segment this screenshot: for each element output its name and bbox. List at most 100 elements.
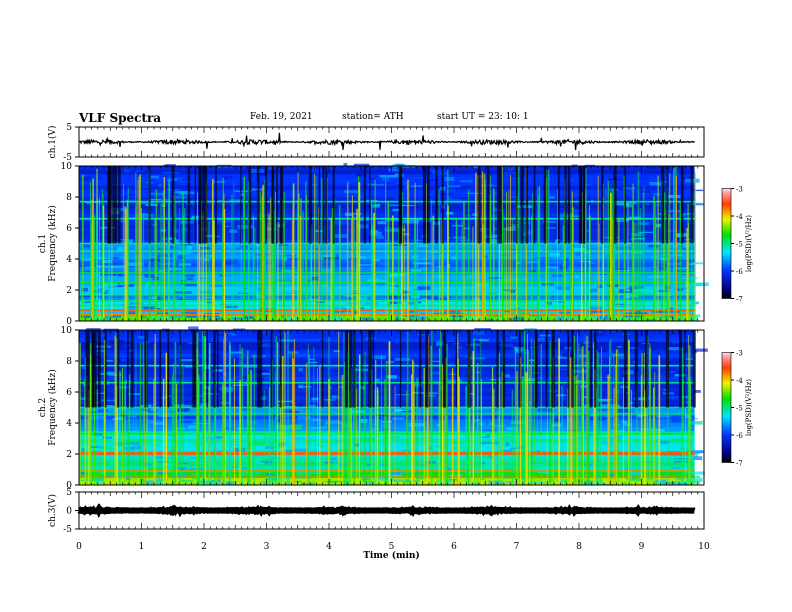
ch2-spectrogram-cell [237,427,254,430]
ch2-spectrogram-sferic [135,341,137,485]
ch1-spectrogram-cell [428,165,433,168]
ch2-spectrogram-gap [352,330,356,408]
ch1-spectrogram-gap [148,166,151,244]
ch2-spectrogram-sferic [223,385,225,485]
ch1-spectrogram-cell [625,198,643,203]
ch2-spectrogram-cell [241,466,248,470]
ch1-spectrogram-sferic [438,188,440,321]
ch2-spectrogram-cell [181,391,187,394]
ch2-spectrogram-sferic [480,338,482,485]
ch2-spectrogram-colorbar-tick-label: -3 [736,350,743,358]
ch1-spectrogram-cell [274,252,284,255]
ch1-spectrogram-sferic [350,219,353,321]
ch1-spectrogram-cell [484,294,493,297]
ch2-spectrogram-cell [161,397,168,399]
ch1-spectrogram-cell [311,184,318,186]
ch1-spectrogram-band [79,231,695,237]
ch2-spectrogram-cell [389,474,393,476]
ch2-spectrogram-cell [621,481,627,485]
ch2-spectrogram-sferic [465,386,467,485]
ch2-spectrogram-cell [536,438,553,442]
ch1-spectrogram-cell [527,260,540,264]
ch1-spectrogram-tone [79,304,695,307]
ch1-spectrogram-sferic [277,222,279,321]
ch2-spectrogram-sferic [549,341,551,485]
ch2-spectrogram-gap [349,330,353,408]
ch2-spectrogram-cell [128,416,137,418]
ch2-spectrogram-cell [105,385,111,388]
ch2-spectrogram-sferic [394,385,396,485]
ch2-spectrogram-cell [330,367,338,369]
ch2-spectrogram-sferic [457,333,459,485]
ch1-spectrogram-band [79,239,695,244]
ch1-spectrogram-cell [460,180,473,183]
ch2-spectrogram-cell [353,368,369,372]
ch2-spectrogram-cell [189,432,198,437]
ch1-spectrogram-cell [506,227,518,231]
ch1-spectrogram-sferic [160,203,162,321]
ch1-spectrogram-colorbar-label: log(PSD)(V²/Hz) [745,215,753,272]
ch2-spectrogram-cell [513,445,526,449]
x-tick-label: 2 [201,542,207,552]
ch2-spectrogram-cell [601,441,614,444]
ch2-spectrogram-cell [447,379,463,383]
ch1-spectrogram-cell [281,314,285,319]
ch1-spectrogram-sferic [675,176,677,321]
ch1-spectrogram-cell [243,287,248,290]
ch2-spectrogram-cell [480,429,497,433]
ch1-spectrogram-cell [508,167,513,172]
ch1-spectrogram-cell [692,262,703,265]
ch1-spectrogram-sferic [461,220,463,321]
ch1-spectrogram-cell [649,280,656,282]
ch1-spectrogram-cell [544,213,552,217]
ch1-spectrogram-sferic [516,195,518,321]
ch2-spectrogram-cell [505,442,510,447]
ch2-spectrogram-sferic [546,376,548,485]
ch1-spectrogram-sferic [96,203,98,321]
ch2-spectrogram-sferic [658,355,661,485]
ch1-spectrogram-gap [578,166,582,244]
ch2-spectrogram-sferic [343,332,345,485]
ch2-spectrogram-cell [98,471,106,474]
ch2-spectrogram-cell [596,334,605,336]
ch1-spectrogram-sferic [142,213,144,321]
ch1-spectrogram-cell [186,277,194,281]
ch2-spectrogram-sferic [133,334,134,485]
ch1-spectrogram-sferic [548,169,550,321]
ch2-spectrogram-sferic [628,339,629,485]
ch1-spectrogram-cell [528,191,545,194]
ch1-spectrogram-cell [193,198,200,203]
ch2-spectrogram-cell [145,404,156,406]
ch1-spectrogram-sferic [623,176,626,321]
ch1-spectrogram-sferic [602,197,605,321]
ch2-spectrogram-cell [675,476,683,481]
ch1-spectrogram-cell [389,204,406,207]
ch2-spectrogram-sferic [540,344,542,485]
ch2-spectrogram-cell [616,346,622,348]
ch1-spectrogram-cell [353,163,370,167]
ch2-spectrogram-cell [284,439,299,444]
ch2-spectrogram-gap [684,330,686,408]
ch1-spectrogram-cell [140,316,148,318]
ch2-spectrogram-cell [688,471,705,475]
ch1-spectrogram-sferic [93,215,95,321]
ch1-spectrogram-cell [603,307,607,310]
ch2-spectrogram-cell [132,445,142,450]
ch1-spectrogram-sferic [330,217,332,321]
ch2-spectrogram-cell [376,456,392,459]
ch2-spectrogram-cell [589,417,607,421]
ch1-spectrogram-cell [348,284,353,287]
ch2-spectrogram-cell [330,410,338,414]
ch1-spectrogram-cell [226,207,232,211]
ch1-spectrogram-cell [113,257,120,260]
ch2-spectrogram-cell [326,377,330,382]
ch2-spectrogram-colorbar-label: log(PSD)(V²/Hz) [745,379,753,436]
ch1-spectrogram-sferic [430,198,432,321]
ch2-spectrogram-cell [690,418,698,420]
ch2-spectrogram-gap [545,330,548,408]
ch1-spectrogram-cell [367,183,385,186]
ch1-spectrogram-cell [484,235,501,239]
ch1-spectrogram-cell [394,274,405,277]
ch1-spectrogram-cell [463,227,471,230]
